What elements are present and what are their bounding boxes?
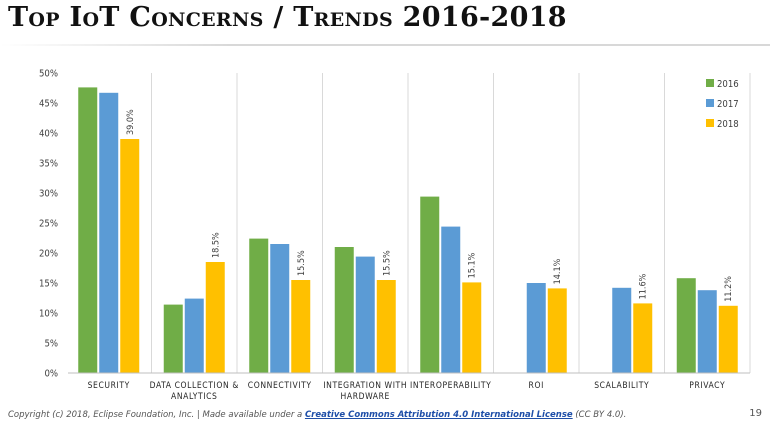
bar-2017: [526, 283, 546, 373]
category-label: ROI: [529, 381, 544, 391]
bar-2018: [376, 280, 396, 373]
y-tick-label: 0%: [44, 369, 58, 380]
category-label: SECURITY: [88, 381, 130, 391]
y-tick-label: 5%: [44, 339, 58, 350]
y-tick-label: 50%: [39, 69, 58, 80]
bar-2018: [120, 139, 140, 373]
y-tick-label: 20%: [39, 249, 58, 260]
bar-2017: [697, 290, 717, 373]
data-label: 15.5%: [297, 250, 307, 276]
title-divider: [0, 44, 770, 46]
bar-2016: [334, 247, 354, 373]
data-label: 15.1%: [468, 252, 478, 278]
category-label: INTEROPERABILITY: [410, 381, 491, 391]
data-label: 39.0%: [126, 109, 136, 135]
bar-2018: [718, 305, 738, 373]
legend-label: 2016: [717, 79, 739, 90]
bar-2016: [420, 196, 440, 373]
bar-2018: [633, 303, 653, 373]
data-label: 18.5%: [211, 232, 221, 258]
category-label: CONNECTIVITY: [248, 381, 312, 391]
data-label: 11.2%: [724, 276, 734, 302]
legend-swatch-2016: [706, 79, 714, 87]
bar-2018: [291, 280, 311, 373]
y-tick-label: 45%: [39, 99, 58, 110]
bar-2016: [676, 278, 696, 373]
legend-label: 2017: [717, 99, 739, 110]
page-number: 19: [749, 408, 762, 419]
category-label: DATA COLLECTION &: [150, 381, 239, 391]
copyright-footer: Copyright (c) 2018, Eclipse Foundation, …: [8, 410, 626, 420]
footer-prefix: Copyright (c) 2018, Eclipse Foundation, …: [8, 410, 305, 420]
data-label: 15.5%: [382, 250, 392, 276]
iot-concerns-bar-chart: 0% 5% 10% 15% 20% 25% 30% 35% 40% 45% 50% 39.0% SECU…: [39, 69, 751, 402]
bar-2018: [462, 282, 482, 373]
bar-2017: [612, 287, 632, 373]
category-label: SCALABILITY: [594, 381, 649, 391]
bar-2018: [547, 288, 567, 373]
bar-2017: [355, 256, 375, 373]
bar-2017: [441, 226, 461, 373]
category-label: ANALYTICS: [171, 392, 218, 402]
bar-2016: [163, 304, 183, 373]
bar-2018: [205, 262, 225, 373]
bar-2017: [270, 244, 290, 373]
data-label: 14.1%: [553, 258, 563, 284]
legend-swatch-2017: [706, 99, 714, 107]
y-tick-label: 15%: [39, 279, 58, 290]
data-label: 11.6%: [639, 273, 649, 299]
bar-2016: [249, 238, 269, 373]
bar-2017: [184, 298, 204, 373]
bar-2017: [99, 92, 119, 374]
y-tick-label: 35%: [39, 159, 58, 170]
y-tick-label: 40%: [39, 129, 58, 140]
category-label: HARDWARE: [341, 392, 390, 402]
page-title: Top IoT Concerns / Trends 2016-2018: [8, 2, 567, 33]
category-label: INTEGRATION WITH: [323, 381, 407, 391]
footer-suffix: (CC BY 4.0).: [572, 410, 627, 420]
y-tick-label: 10%: [39, 309, 58, 320]
legend-label: 2018: [717, 119, 739, 130]
y-tick-label: 30%: [39, 189, 58, 200]
license-link[interactable]: Creative Commons Attribution 4.0 Interna…: [304, 410, 573, 420]
category-label: PRIVACY: [689, 381, 725, 391]
y-tick-label: 25%: [39, 219, 58, 230]
bar-2016: [78, 87, 98, 374]
legend-swatch-2018: [706, 119, 714, 127]
